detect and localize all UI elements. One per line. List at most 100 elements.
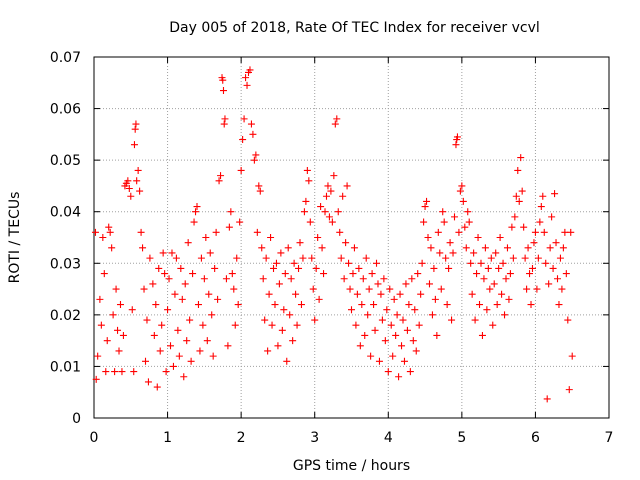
- data-point: [194, 301, 202, 309]
- data-point: [402, 280, 410, 288]
- data-point: [239, 136, 247, 144]
- data-point: [193, 203, 201, 211]
- data-point: [312, 264, 320, 272]
- data-point: [300, 208, 308, 216]
- data-point: [408, 275, 416, 283]
- data-point: [137, 228, 145, 236]
- data-point: [162, 368, 170, 376]
- plot-frame: [93, 56, 610, 419]
- data-point: [526, 270, 534, 278]
- data-point: [562, 270, 570, 278]
- data-point: [392, 331, 400, 339]
- data-point: [393, 311, 401, 319]
- data-point: [334, 208, 342, 216]
- data-point: [452, 141, 460, 149]
- data-point: [139, 244, 147, 252]
- data-point: [267, 234, 275, 241]
- data-point: [508, 223, 516, 231]
- data-point: [270, 264, 278, 272]
- data-point: [558, 285, 566, 293]
- data-point: [423, 197, 431, 205]
- data-point: [255, 182, 263, 190]
- data-point: [505, 295, 513, 303]
- x-tick-label: 6: [531, 430, 540, 446]
- x-tick-label: 7: [605, 430, 614, 446]
- data-point: [167, 342, 175, 350]
- data-point: [559, 244, 567, 252]
- data-point: [339, 192, 347, 200]
- data-point: [196, 347, 204, 355]
- data-point: [414, 270, 422, 278]
- data-point: [536, 218, 544, 226]
- data-point: [520, 223, 528, 231]
- chart-title: Day 005 of 2018, Rate Of TEC Index for r…: [169, 20, 540, 36]
- data-point: [234, 301, 242, 309]
- data-point: [403, 326, 411, 334]
- data-point: [202, 234, 210, 241]
- data-point: [370, 301, 378, 309]
- y-tick-label: 0: [72, 411, 81, 427]
- data-point: [477, 259, 485, 267]
- data-point: [94, 352, 102, 360]
- data-point: [128, 306, 136, 314]
- data-point: [483, 306, 491, 314]
- data-point: [506, 270, 514, 278]
- data-point: [136, 187, 144, 195]
- data-point: [523, 285, 531, 293]
- data-point: [531, 228, 539, 236]
- data-point: [434, 228, 442, 236]
- data-point: [375, 357, 383, 365]
- data-point: [220, 120, 228, 128]
- x-tick-label: 3: [310, 430, 319, 446]
- data-point: [327, 187, 335, 195]
- data-point: [212, 228, 220, 236]
- data-point: [533, 285, 541, 293]
- x-tick-label: 1: [163, 430, 172, 446]
- data-point: [517, 154, 525, 162]
- data-point: [361, 331, 369, 339]
- data-point: [302, 197, 310, 205]
- data-point: [249, 130, 257, 138]
- data-point: [467, 259, 475, 267]
- data-point: [292, 290, 300, 298]
- data-point: [420, 218, 428, 226]
- data-point: [552, 239, 560, 247]
- data-point: [331, 120, 339, 128]
- data-point: [431, 295, 439, 303]
- data-point: [243, 81, 251, 89]
- data-point: [171, 290, 179, 298]
- data-point: [486, 285, 494, 293]
- data-point: [417, 290, 425, 298]
- data-point: [153, 383, 161, 391]
- data-point: [512, 192, 520, 200]
- data-point: [530, 239, 538, 247]
- data-points: [91, 66, 576, 403]
- data-point: [142, 357, 149, 365]
- data-point: [471, 316, 479, 324]
- data-point: [428, 311, 436, 319]
- data-point: [240, 115, 248, 123]
- data-point: [503, 244, 511, 252]
- data-point: [99, 234, 107, 241]
- data-point: [109, 311, 117, 319]
- data-point: [321, 208, 329, 216]
- data-point: [405, 301, 413, 309]
- data-point: [92, 375, 100, 383]
- data-point: [342, 239, 350, 247]
- data-point: [324, 182, 332, 190]
- data-point: [395, 373, 403, 381]
- data-point: [262, 254, 270, 262]
- data-point: [143, 316, 151, 324]
- x-tick-label: 0: [90, 430, 99, 446]
- data-point: [362, 254, 370, 262]
- data-point: [206, 249, 214, 257]
- y-tick-labels: 0 0.01 0.02 0.03 0.04 0.05 0.06 0.07: [50, 50, 81, 427]
- data-point: [156, 347, 164, 355]
- data-point: [106, 228, 114, 236]
- data-point: [448, 316, 456, 324]
- data-point: [561, 228, 569, 236]
- data-point: [470, 249, 478, 257]
- data-point: [168, 249, 176, 257]
- data-point: [458, 182, 466, 190]
- axis-ticks: [93, 56, 610, 419]
